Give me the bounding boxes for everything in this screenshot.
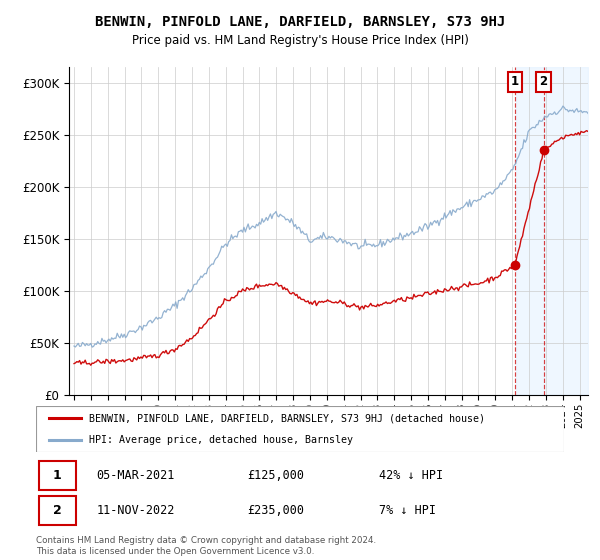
Text: £125,000: £125,000 (247, 469, 304, 482)
Text: 7% ↓ HPI: 7% ↓ HPI (379, 504, 436, 517)
Text: Price paid vs. HM Land Registry's House Price Index (HPI): Price paid vs. HM Land Registry's House … (131, 34, 469, 46)
Text: 1: 1 (511, 76, 519, 88)
FancyBboxPatch shape (36, 406, 564, 452)
Text: 1: 1 (53, 469, 61, 482)
Text: 05-MAR-2021: 05-MAR-2021 (97, 469, 175, 482)
Text: 11-NOV-2022: 11-NOV-2022 (97, 504, 175, 517)
Text: £235,000: £235,000 (247, 504, 304, 517)
Text: 42% ↓ HPI: 42% ↓ HPI (379, 469, 443, 482)
FancyBboxPatch shape (38, 461, 76, 490)
Text: BENWIN, PINFOLD LANE, DARFIELD, BARNSLEY, S73 9HJ (detached house): BENWIN, PINFOLD LANE, DARFIELD, BARNSLEY… (89, 413, 485, 423)
Text: BENWIN, PINFOLD LANE, DARFIELD, BARNSLEY, S73 9HJ: BENWIN, PINFOLD LANE, DARFIELD, BARNSLEY… (95, 15, 505, 29)
FancyBboxPatch shape (38, 496, 76, 525)
Text: 2: 2 (53, 504, 61, 517)
Text: 2: 2 (539, 76, 548, 88)
Text: Contains HM Land Registry data © Crown copyright and database right 2024.
This d: Contains HM Land Registry data © Crown c… (36, 536, 376, 556)
Text: HPI: Average price, detached house, Barnsley: HPI: Average price, detached house, Barn… (89, 435, 353, 445)
